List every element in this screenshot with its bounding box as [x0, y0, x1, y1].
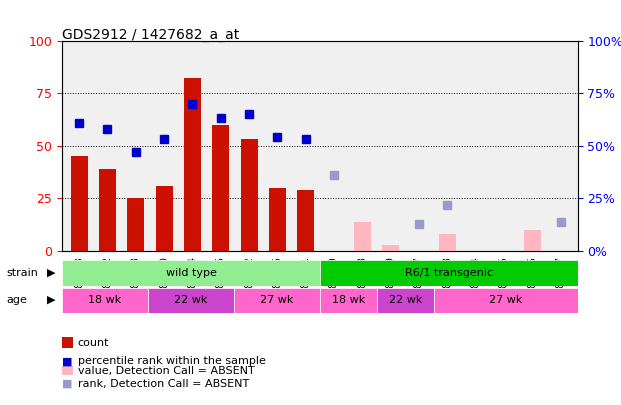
- Text: ▶: ▶: [47, 268, 55, 278]
- Text: wild type: wild type: [166, 268, 216, 278]
- Bar: [269, 188, 286, 251]
- Bar: [99, 169, 116, 251]
- Text: age: age: [6, 295, 27, 305]
- Text: 22 wk: 22 wk: [389, 295, 422, 305]
- Bar: [212, 125, 229, 251]
- Text: percentile rank within the sample: percentile rank within the sample: [78, 356, 266, 366]
- Text: 27 wk: 27 wk: [489, 295, 523, 305]
- FancyBboxPatch shape: [320, 260, 578, 286]
- Text: count: count: [78, 338, 109, 347]
- Text: ■: ■: [62, 379, 73, 389]
- Bar: [240, 139, 258, 251]
- Bar: [382, 245, 399, 251]
- FancyBboxPatch shape: [377, 288, 434, 313]
- FancyBboxPatch shape: [434, 288, 578, 313]
- Bar: [71, 156, 88, 251]
- Text: value, Detection Call = ABSENT: value, Detection Call = ABSENT: [78, 367, 255, 376]
- Text: 27 wk: 27 wk: [260, 295, 294, 305]
- Bar: [155, 186, 173, 251]
- Text: rank, Detection Call = ABSENT: rank, Detection Call = ABSENT: [78, 379, 249, 389]
- Text: R6/1 transgenic: R6/1 transgenic: [405, 268, 492, 278]
- Text: 18 wk: 18 wk: [332, 295, 365, 305]
- Text: ■: ■: [62, 356, 73, 366]
- FancyBboxPatch shape: [62, 288, 148, 313]
- Bar: [184, 79, 201, 251]
- Text: GDS2912 / 1427682_a_at: GDS2912 / 1427682_a_at: [62, 28, 239, 43]
- Text: 22 wk: 22 wk: [175, 295, 207, 305]
- Bar: [439, 234, 456, 251]
- Bar: [127, 198, 144, 251]
- Bar: [354, 222, 371, 251]
- Bar: [524, 230, 541, 251]
- Text: 18 wk: 18 wk: [88, 295, 122, 305]
- Bar: [297, 190, 314, 251]
- Text: strain: strain: [6, 268, 38, 278]
- FancyBboxPatch shape: [62, 260, 320, 286]
- Text: ▶: ▶: [47, 295, 55, 305]
- FancyBboxPatch shape: [320, 288, 377, 313]
- FancyBboxPatch shape: [234, 288, 320, 313]
- FancyBboxPatch shape: [148, 288, 234, 313]
